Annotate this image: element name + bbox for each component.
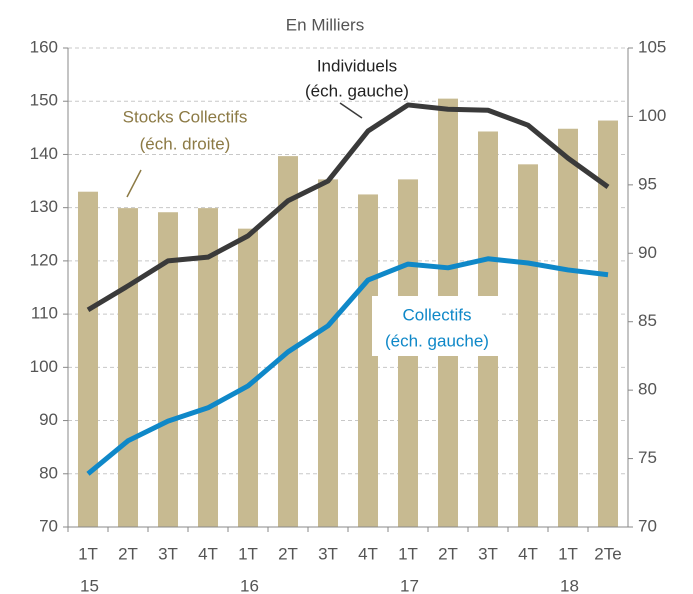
x-tick-label: 4T bbox=[358, 544, 378, 563]
y2-tick-label: 70 bbox=[638, 516, 657, 535]
x-year-label: 16 bbox=[240, 576, 259, 594]
y2-tick-label: 95 bbox=[638, 174, 657, 193]
y-tick-label: 120 bbox=[30, 250, 58, 269]
line-series bbox=[86, 102, 610, 312]
x-year-label: 18 bbox=[560, 576, 579, 594]
bar bbox=[598, 120, 618, 527]
annotation: Collectifs bbox=[403, 305, 472, 324]
y2-tick-label: 105 bbox=[638, 37, 666, 56]
annotation: (éch. gauche) bbox=[305, 81, 409, 100]
line-series bbox=[86, 256, 609, 476]
bar bbox=[198, 208, 218, 527]
bar bbox=[358, 194, 378, 528]
x-tick-label: 4T bbox=[198, 544, 218, 563]
y-tick-label: 160 bbox=[30, 37, 58, 56]
x-tick-label: 2T bbox=[438, 544, 458, 563]
y-tick-label: 110 bbox=[31, 304, 58, 323]
x-tick-label: 2Te bbox=[594, 544, 621, 563]
x-tick-label: 1T bbox=[398, 544, 418, 563]
y2-tick-label: 90 bbox=[638, 243, 657, 262]
y-tick-label: 140 bbox=[30, 144, 58, 163]
x-tick-label: 2T bbox=[118, 544, 138, 563]
y2-tick-label: 75 bbox=[638, 448, 657, 467]
bar bbox=[158, 212, 178, 527]
x-tick-label: 3T bbox=[158, 544, 178, 563]
bar bbox=[558, 128, 578, 527]
y2-tick-label: 100 bbox=[638, 106, 666, 125]
bar bbox=[278, 156, 298, 528]
x-tick-label: 1T bbox=[238, 544, 258, 563]
x-tick-label: 3T bbox=[318, 544, 338, 563]
y-tick-label: 80 bbox=[39, 463, 58, 482]
bar bbox=[318, 179, 338, 527]
y-tick-label: 150 bbox=[30, 91, 58, 110]
annotation: Individuels bbox=[317, 56, 397, 75]
y2-tick-label: 80 bbox=[638, 380, 657, 399]
leader-line bbox=[339, 102, 363, 119]
label-background bbox=[372, 296, 502, 356]
bar bbox=[78, 191, 98, 527]
bar bbox=[518, 164, 538, 528]
y-tick-label: 100 bbox=[30, 357, 58, 376]
x-tick-label: 1T bbox=[558, 544, 578, 563]
x-tick-label: 2T bbox=[278, 544, 298, 563]
annotation: Stocks Collectifs bbox=[123, 107, 248, 126]
x-tick-label: 4T bbox=[518, 544, 538, 563]
leader-line bbox=[126, 169, 142, 198]
y-tick-label: 130 bbox=[30, 197, 58, 216]
y2-tick-label: 85 bbox=[638, 311, 657, 330]
bar bbox=[118, 208, 138, 527]
x-tick-label: 3T bbox=[478, 544, 498, 563]
y-tick-label: 70 bbox=[39, 516, 58, 535]
annotation: (éch. gauche) bbox=[385, 331, 489, 350]
bar bbox=[238, 228, 258, 527]
annotation: (éch. droite) bbox=[140, 134, 231, 153]
x-year-label: 15 bbox=[80, 576, 99, 594]
y-tick-label: 90 bbox=[39, 410, 58, 429]
x-year-label: 17 bbox=[400, 576, 419, 594]
chart-title: En Milliers bbox=[286, 15, 364, 34]
x-tick-label: 1T bbox=[78, 544, 98, 563]
